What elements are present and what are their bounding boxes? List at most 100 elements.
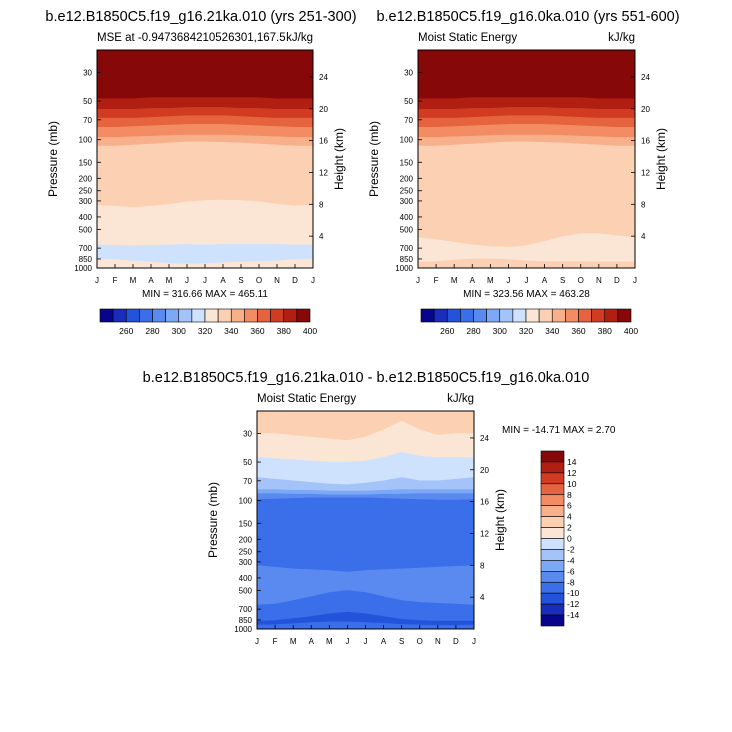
colorbar-swatch bbox=[283, 308, 298, 323]
y-tick-label: 500 bbox=[239, 586, 253, 595]
colorbar-swatch bbox=[230, 308, 245, 323]
colorbar-swatch bbox=[540, 461, 565, 474]
y-axis-label: Pressure (mb) bbox=[367, 121, 381, 197]
colorbar-label: 14 bbox=[567, 457, 577, 467]
chart-subtitle: MSE at -0.9473684210526301,167.5 bbox=[97, 32, 286, 44]
y-tick-label: 100 bbox=[239, 497, 253, 506]
colorbar-swatch bbox=[540, 494, 565, 506]
x-tick-label: N bbox=[274, 276, 280, 285]
height-tick-label: 20 bbox=[319, 105, 328, 114]
y-tick-label: 50 bbox=[83, 97, 92, 106]
height-tick-label: 4 bbox=[641, 232, 646, 241]
colorbar-swatch bbox=[257, 308, 271, 323]
colorbar-swatch bbox=[296, 308, 311, 323]
contour-band bbox=[418, 50, 635, 100]
y-tick-label: 50 bbox=[243, 458, 252, 467]
colorbar-label: 320 bbox=[198, 326, 212, 336]
y-tick-label: 30 bbox=[83, 69, 92, 78]
x-tick-label: S bbox=[399, 637, 404, 646]
height-tick-label: 24 bbox=[480, 434, 489, 443]
colorbar-swatch bbox=[244, 308, 258, 323]
height-tick-label: 16 bbox=[641, 137, 650, 146]
x-tick-label: J bbox=[311, 276, 315, 285]
colorbar-swatch bbox=[178, 308, 193, 323]
colorbar-label: -14 bbox=[567, 610, 580, 620]
y-tick-label: 1000 bbox=[74, 264, 92, 273]
y-tick-label: 1000 bbox=[234, 625, 252, 634]
colorbar-label: 380 bbox=[598, 326, 612, 336]
colorbar-swatch bbox=[165, 308, 180, 323]
colorbar-swatch bbox=[591, 308, 606, 323]
y-tick-label: 850 bbox=[79, 255, 93, 264]
colorbar-swatch bbox=[152, 308, 166, 323]
x-tick-label: O bbox=[256, 276, 262, 285]
colorbar-swatch bbox=[540, 581, 565, 594]
x-tick-label: O bbox=[578, 276, 584, 285]
y-tick-label: 100 bbox=[79, 136, 93, 145]
colorbar-swatch bbox=[204, 308, 219, 323]
chart-title: b.e12.B1850C5.f19_g16.0ka.010 (yrs 551-6… bbox=[376, 9, 679, 25]
x-tick-label: J bbox=[525, 276, 529, 285]
x-tick-label: J bbox=[255, 637, 259, 646]
x-tick-label: M bbox=[451, 276, 458, 285]
x-tick-label: M bbox=[130, 276, 137, 285]
y-tick-label: 30 bbox=[243, 430, 252, 439]
x-tick-label: A bbox=[542, 276, 548, 285]
y-tick-label: 850 bbox=[239, 616, 253, 625]
height-tick-label: 12 bbox=[641, 168, 650, 177]
colorbar-label: 400 bbox=[624, 326, 638, 336]
x-tick-label: J bbox=[472, 637, 476, 646]
y-tick-label: 70 bbox=[243, 477, 252, 486]
x-tick-label: J bbox=[185, 276, 189, 285]
colorbar-label: -6 bbox=[567, 566, 575, 576]
colorbar-label: 2 bbox=[567, 523, 572, 533]
x-tick-label: A bbox=[220, 276, 226, 285]
x-tick-label: A bbox=[148, 276, 154, 285]
colorbar-swatch bbox=[420, 308, 435, 323]
colorbar-swatch bbox=[540, 549, 565, 561]
x-tick-label: J bbox=[95, 276, 99, 285]
colorbar-label: 8 bbox=[567, 490, 572, 500]
x-tick-label: A bbox=[381, 637, 387, 646]
contour-band bbox=[97, 141, 313, 208]
colorbar-label: -8 bbox=[567, 577, 575, 587]
y-axis-label: Pressure (mb) bbox=[46, 121, 60, 197]
x-tick-label: M bbox=[166, 276, 173, 285]
colorbar-swatch bbox=[540, 603, 565, 616]
colorbar-label: 400 bbox=[303, 326, 317, 336]
x-tick-label: D bbox=[453, 637, 459, 646]
chart-subtitle: Moist Static Energy bbox=[257, 393, 356, 405]
colorbar-swatch bbox=[540, 560, 565, 572]
y-tick-label: 200 bbox=[400, 174, 414, 183]
min-max-stats: MIN = 323.56 MAX = 463.28 bbox=[463, 289, 590, 300]
x-tick-label: J bbox=[633, 276, 637, 285]
y-tick-label: 1000 bbox=[395, 264, 413, 273]
colorbar-swatch bbox=[191, 308, 206, 323]
x-tick-label: N bbox=[596, 276, 602, 285]
colorbar-swatch bbox=[512, 308, 527, 323]
x-tick-label: A bbox=[470, 276, 476, 285]
colorbar-label: 12 bbox=[567, 468, 577, 478]
colorbar-swatch bbox=[604, 308, 619, 323]
units-label: kJ/kg bbox=[447, 393, 474, 405]
colorbar-swatch bbox=[540, 505, 565, 517]
colorbar-swatch bbox=[139, 308, 153, 323]
x-tick-label: S bbox=[238, 276, 243, 285]
plot-area-3 bbox=[257, 411, 474, 629]
y-tick-label: 70 bbox=[83, 116, 92, 125]
colorbar-swatch bbox=[538, 308, 553, 323]
x-tick-label: F bbox=[273, 637, 278, 646]
height-tick-label: 8 bbox=[319, 200, 324, 209]
x-tick-label: J bbox=[345, 637, 349, 646]
colorbar-swatch bbox=[433, 308, 448, 323]
y-tick-label: 250 bbox=[400, 187, 414, 196]
height-tick-label: 4 bbox=[480, 593, 485, 602]
y-tick-label: 150 bbox=[239, 519, 253, 528]
y-axis-label: Pressure (mb) bbox=[206, 482, 220, 558]
colorbar-label: 4 bbox=[567, 512, 572, 522]
colorbar-swatch bbox=[540, 516, 565, 528]
x-tick-label: J bbox=[506, 276, 510, 285]
chart-subtitle: Moist Static Energy bbox=[418, 32, 517, 44]
colorbar-swatch bbox=[270, 308, 285, 323]
colorbar-swatch bbox=[540, 614, 565, 627]
